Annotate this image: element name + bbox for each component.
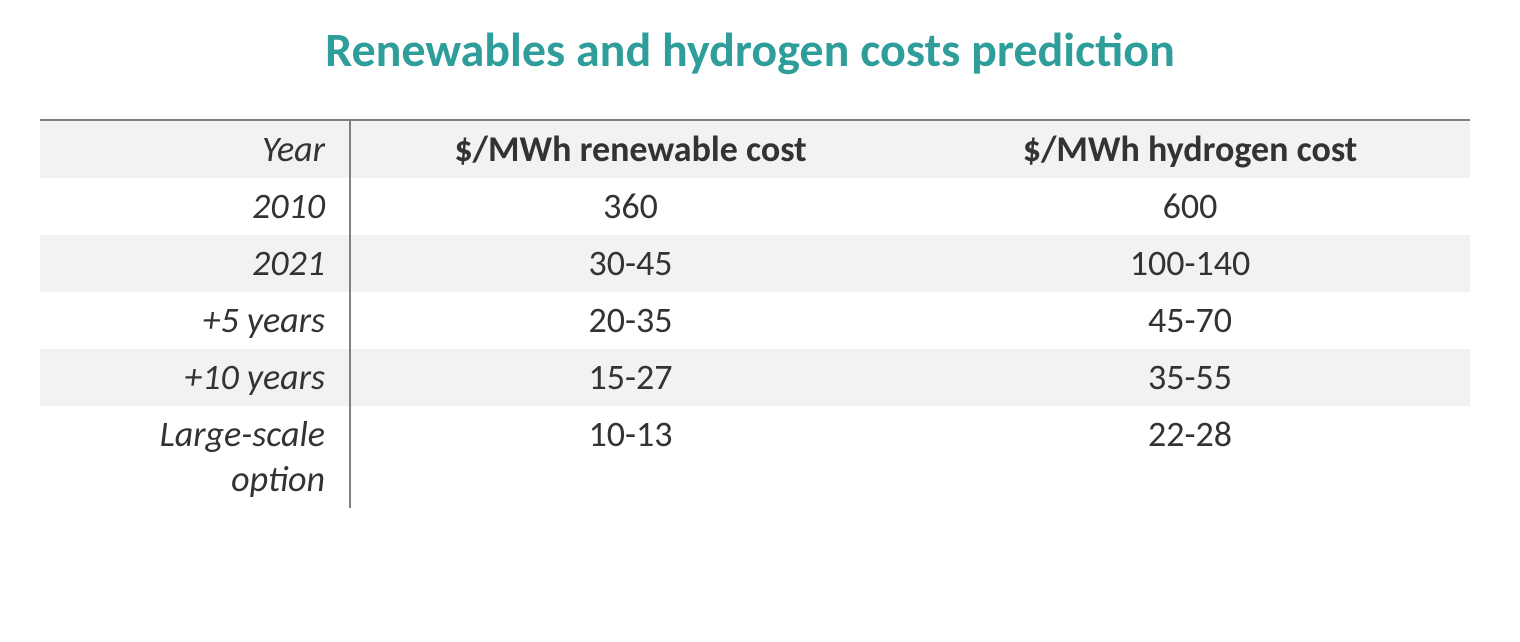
- cell-hydrogen: 600: [910, 178, 1470, 235]
- row-label: +10 years: [40, 349, 350, 406]
- table-body: 2010 360 600 2021 30-45 100-140 +5 years…: [40, 178, 1470, 508]
- cell-renewable: 360: [350, 178, 910, 235]
- table-row: +10 years 15-27 35-55: [40, 349, 1470, 406]
- cell-hydrogen: 100-140: [910, 235, 1470, 292]
- cell-renewable: 30-45: [350, 235, 910, 292]
- col-header-year: Year: [40, 120, 350, 178]
- page-title: Renewables and hydrogen costs prediction: [40, 20, 1460, 79]
- table-row: +5 years 20-35 45-70: [40, 292, 1470, 349]
- table-row: 2021 30-45 100-140: [40, 235, 1470, 292]
- row-label: Large-scale option: [40, 406, 350, 508]
- cell-hydrogen: 35-55: [910, 349, 1470, 406]
- row-label: 2010: [40, 178, 350, 235]
- cell-renewable: 20-35: [350, 292, 910, 349]
- row-label: +5 years: [40, 292, 350, 349]
- cell-renewable: 10-13: [350, 406, 910, 508]
- cell-hydrogen: 45-70: [910, 292, 1470, 349]
- table-row: Large-scale option 10-13 22-28: [40, 406, 1470, 508]
- cell-renewable: 15-27: [350, 349, 910, 406]
- col-header-renewable: $/MWh renewable cost: [350, 120, 910, 178]
- table-header-row: Year $/MWh renewable cost $/MWh hydrogen…: [40, 120, 1470, 178]
- cell-hydrogen: 22-28: [910, 406, 1470, 508]
- cost-table: Year $/MWh renewable cost $/MWh hydrogen…: [40, 119, 1470, 508]
- table-row: 2010 360 600: [40, 178, 1470, 235]
- col-header-hydrogen: $/MWh hydrogen cost: [910, 120, 1470, 178]
- row-label: 2021: [40, 235, 350, 292]
- page: Renewables and hydrogen costs prediction…: [0, 0, 1520, 508]
